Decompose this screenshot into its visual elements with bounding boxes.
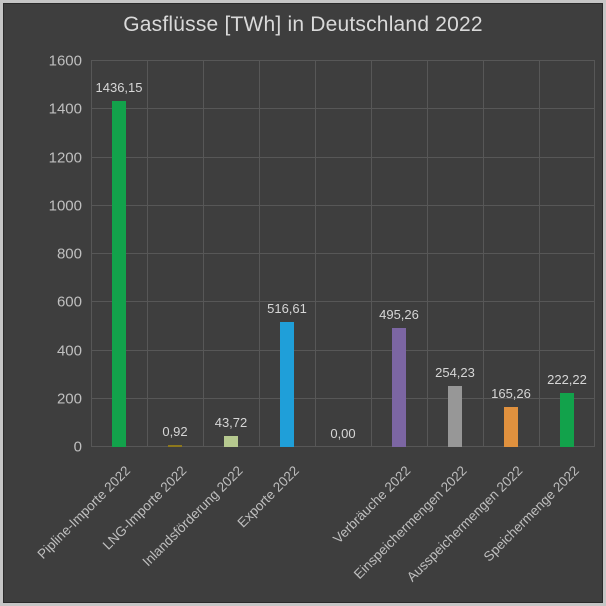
bar-value-label: 495,26 (379, 307, 419, 322)
bar-pipline-importe-2022[interactable] (112, 101, 126, 447)
x-gridline (315, 61, 316, 447)
x-gridline (594, 61, 595, 447)
bar-exporte-2022[interactable] (280, 322, 294, 447)
bar-chart: Gasflüsse [TWh] in Deutschland 2022 0 200… (3, 3, 603, 603)
y-gridline (91, 157, 595, 158)
y-axis-tick-label: 0 (73, 438, 82, 456)
y-gridline (91, 350, 595, 351)
y-axis-tick-label: 200 (56, 390, 82, 408)
x-gridline (91, 61, 92, 447)
y-axis-tick-label: 1400 (48, 100, 82, 118)
x-gridline (147, 61, 148, 447)
bar-einspeichermengen-2022[interactable] (448, 386, 462, 447)
y-axis-tick-label: 1600 (48, 52, 82, 70)
y-axis-tick-label: 600 (56, 293, 82, 311)
y-gridline (91, 205, 595, 206)
x-axis-label: Ausspeichermengen 2022 (404, 463, 526, 585)
bar-value-label: 0,00 (330, 426, 356, 441)
x-gridline (259, 61, 260, 447)
bar-value-label: 43,72 (214, 415, 248, 430)
bar-value-label: 222,22 (547, 372, 587, 387)
y-gridline (91, 60, 595, 61)
bar-verbräuche-2022[interactable] (392, 328, 406, 447)
y-axis-tick-label: 400 (56, 342, 82, 359)
y-gridline (91, 446, 595, 447)
x-axis-label: Pipline-Importe 2022 (34, 463, 134, 562)
y-gridline (91, 108, 595, 109)
bar-value-label: 0,92 (162, 424, 188, 439)
x-axis-label: Speichermenge 2022 (480, 463, 582, 565)
bar-inlandsförderung-2022[interactable] (224, 436, 238, 447)
y-gridline (91, 301, 595, 302)
bar-lng-importe-2022[interactable] (168, 445, 182, 447)
x-gridline (371, 61, 372, 447)
x-axis-label: Inlandsförderung 2022 (139, 463, 246, 570)
y-gridline (91, 253, 595, 254)
bar-value-label: 165,26 (491, 386, 531, 401)
chart-title: Gasflüsse [TWh] in Deutschland 2022 (123, 13, 483, 36)
y-axis-tick-label: 1000 (48, 197, 82, 215)
y-axis-tick-label: 1200 (48, 149, 82, 166)
bar-value-label: 516,61 (267, 301, 307, 316)
x-gridline (203, 61, 204, 447)
x-gridline (427, 61, 428, 447)
bar-ausspeichermengen-2022[interactable] (504, 407, 518, 447)
x-axis-label: Einspeichermengen 2022 (350, 463, 470, 582)
bar-value-label: 1436,15 (95, 80, 143, 95)
bar-value-label: 254,23 (435, 365, 475, 380)
y-axis-tick-label: 800 (56, 245, 82, 263)
bar-speichermenge-2022[interactable] (560, 393, 574, 447)
